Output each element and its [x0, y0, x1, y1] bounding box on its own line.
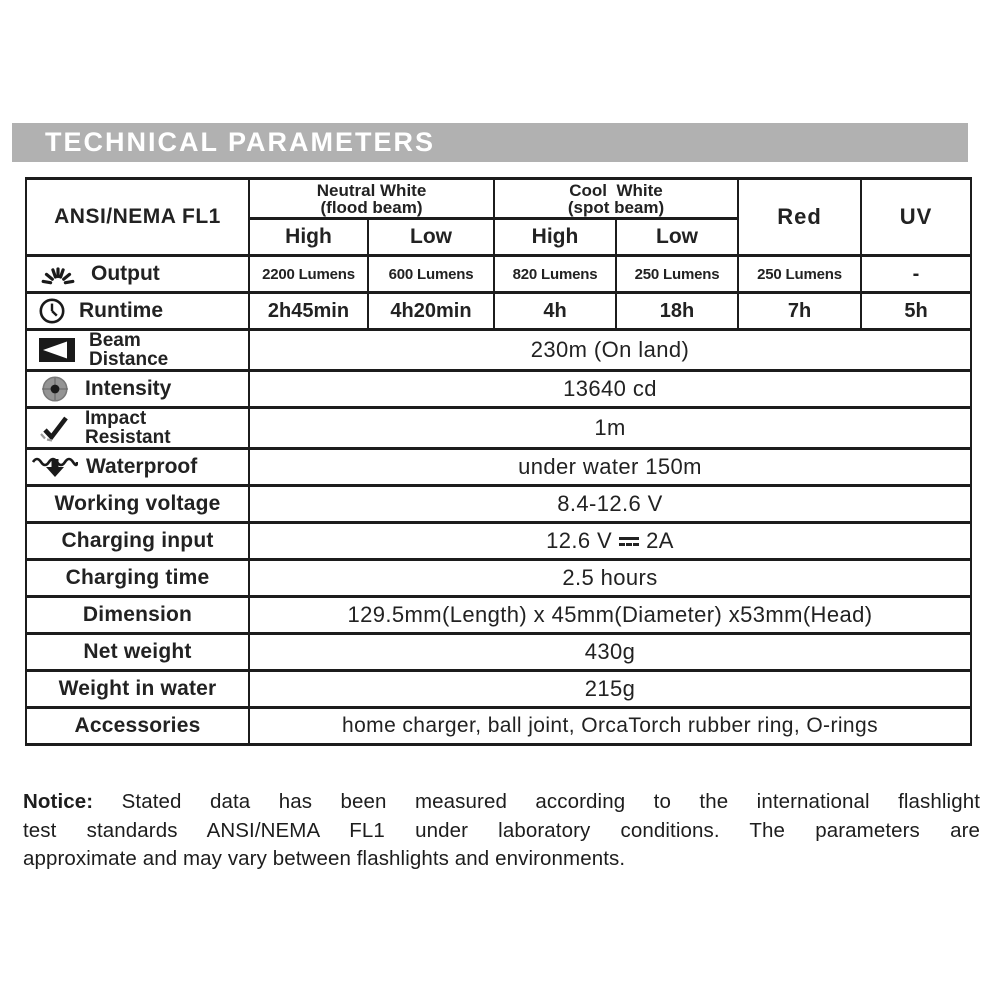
waterproof-icon [32, 454, 78, 480]
table-row-accessories: Accessories home charger, ball joint, Or… [25, 706, 972, 746]
section-title-bar: TECHNICAL PARAMETERS [12, 123, 968, 162]
cell-output-nw-high: 2200 Lumens [248, 254, 369, 294]
header-nw-high: High [248, 217, 369, 257]
header-nw-low: Low [367, 217, 495, 257]
intensity-icon [38, 376, 72, 402]
table-row-working-voltage: Working voltage 8.4-12.6 V [25, 484, 972, 524]
table-row-impact-resistant: Impact Resistant 1m [25, 406, 972, 450]
cell-weight-in-water-label: Weight in water [25, 669, 250, 709]
cell-runtime-red: 7h [737, 291, 862, 331]
table-row-intensity: Intensity 13640 cd [25, 369, 972, 409]
notice-label: Notice: [23, 790, 94, 813]
cell-impact-resistant-value: 1m [248, 406, 972, 450]
runtime-label: Runtime [79, 299, 163, 322]
notice-block: Notice: Stated data has been measured ac… [23, 788, 980, 874]
cell-charging-time-value: 2.5 hours [248, 558, 972, 598]
cell-beam-distance-value: 230m (On land) [248, 328, 972, 372]
table-row-charging-input: Charging input 12.6 V 2A [25, 521, 972, 561]
clock-icon [38, 297, 66, 325]
cell-intensity-label: Intensity [25, 369, 250, 409]
cell-intensity-value: 13640 cd [248, 369, 972, 409]
cell-impact-resistant-label: Impact Resistant [25, 406, 250, 450]
header-ansi-nema-fl1: ANSI/NEMA FL1 [25, 177, 250, 257]
header-cool-white-line1: Cool White [569, 180, 663, 200]
header-neutral-white: Neutral White (flood beam) [248, 177, 495, 220]
header-cool-white-line2: (spot beam) [567, 197, 665, 217]
table-row-output: Output 2200 Lumens 600 Lumens 820 Lumens… [25, 254, 972, 294]
notice-line-1: Notice: Stated data has been measured ac… [23, 790, 981, 813]
table-row-waterproof: Waterproof under water 150m [25, 447, 972, 487]
cell-charging-input-label: Charging input [25, 521, 250, 561]
header-cool-white: Cool White (spot beam) [493, 177, 739, 220]
cell-beam-distance-label: Beam Distance [25, 328, 250, 372]
cell-waterproof-label: Waterproof [25, 447, 250, 487]
cell-accessories-label: Accessories [25, 706, 250, 746]
table-row-runtime: Runtime 2h45min 4h20min 4h 18h 7h 5h [25, 291, 972, 331]
cell-output-cw-low: 250 Lumens [615, 254, 739, 294]
header-row-groups: ANSI/NEMA FL1 Neutral White (flood beam)… [25, 177, 972, 257]
cell-waterproof-value: under water 150m [248, 447, 972, 487]
beam-distance-label: Beam Distance [89, 330, 169, 370]
cell-output-uv: - [860, 254, 972, 294]
sunburst-icon [38, 261, 78, 287]
header-red: Red [737, 177, 862, 257]
charging-input-voltage: 12.6 V [546, 528, 613, 553]
cell-net-weight-label: Net weight [25, 632, 250, 672]
cell-runtime-nw-high: 2h45min [248, 291, 369, 331]
output-label: Output [91, 262, 160, 285]
cell-net-weight-value: 430g [248, 632, 972, 672]
dc-symbol [619, 536, 640, 546]
table-row-charging-time: Charging time 2.5 hours [25, 558, 972, 598]
cell-output-cw-high: 820 Lumens [493, 254, 617, 294]
technical-parameters-table: ANSI/NEMA FL1 Neutral White (flood beam)… [25, 177, 972, 746]
charging-input-current: 2A [646, 528, 674, 553]
cell-dimension-label: Dimension [25, 595, 250, 635]
cell-working-voltage-label: Working voltage [25, 484, 250, 524]
cell-runtime-cw-high: 4h [493, 291, 617, 331]
waterproof-label: Waterproof [86, 455, 198, 478]
cell-accessories-value: home charger, ball joint, OrcaTorch rubb… [248, 706, 972, 746]
table-row-beam-distance: Beam Distance 230m (On land) [25, 328, 972, 372]
cell-runtime-nw-low: 4h20min [367, 291, 495, 331]
notice-line-2: test standards ANSI/NEMA FL1 under labor… [23, 818, 980, 842]
impact-resistant-icon [38, 414, 72, 442]
table-row-dimension: Dimension 129.5mm(Length) x 45mm(Diamete… [25, 595, 972, 635]
intensity-label: Intensity [85, 377, 172, 400]
cell-output-nw-low: 600 Lumens [367, 254, 495, 294]
cell-output-label: Output [25, 254, 250, 294]
header-uv: UV [860, 177, 972, 257]
cell-runtime-label: Runtime [25, 291, 250, 331]
header-row-modes: High Low High Low [26, 217, 971, 257]
cell-working-voltage-value: 8.4-12.6 V [248, 484, 972, 524]
cell-runtime-uv: 5h [860, 291, 972, 331]
impact-resistant-label: Impact Resistant [85, 408, 171, 448]
header-cw-high: High [493, 217, 617, 257]
beam-distance-icon [38, 337, 76, 363]
notice-line-3: approximate and may vary between flashli… [23, 847, 626, 870]
cell-charging-input-value: 12.6 V 2A [248, 521, 972, 561]
table-row-weight-in-water: Weight in water 215g [25, 669, 972, 709]
header-neutral-white-line1: Neutral White [316, 180, 427, 200]
header-cw-low: Low [615, 217, 739, 257]
cell-output-red: 250 Lumens [737, 254, 862, 294]
section-title: TECHNICAL PARAMETERS [45, 127, 436, 157]
header-neutral-white-line2: (flood beam) [320, 197, 423, 217]
cell-runtime-cw-low: 18h [615, 291, 739, 331]
cell-dimension-value: 129.5mm(Length) x 45mm(Diameter) x53mm(H… [248, 595, 972, 635]
table-row-net-weight: Net weight 430g [25, 632, 972, 672]
cell-charging-time-label: Charging time [25, 558, 250, 598]
cell-weight-in-water-value: 215g [248, 669, 972, 709]
